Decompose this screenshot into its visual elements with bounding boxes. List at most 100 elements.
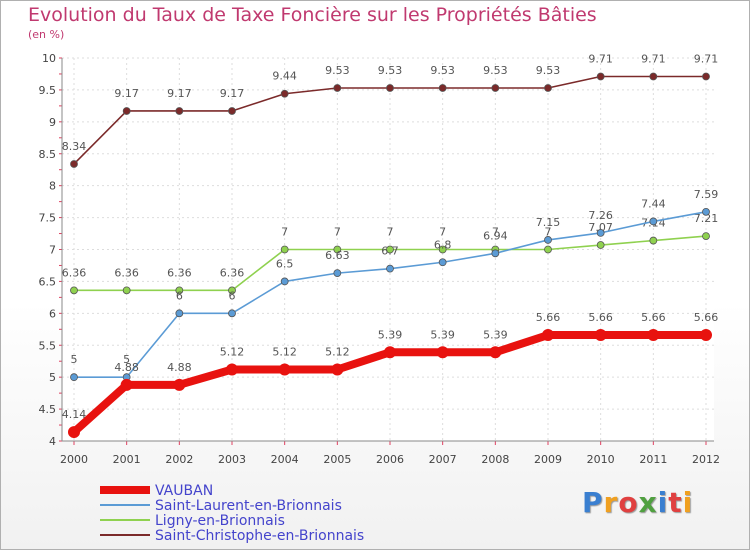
data-point xyxy=(331,363,344,376)
logo-letter: i xyxy=(657,486,669,519)
x-tick-label: 2000 xyxy=(60,453,88,466)
data-point xyxy=(226,363,238,376)
data-point xyxy=(438,84,447,92)
data-label: 9.44 xyxy=(272,70,297,83)
data-point xyxy=(384,346,396,359)
data-point xyxy=(333,84,342,92)
data-point xyxy=(489,346,502,359)
legend-label: Saint-Christophe-en-Brionnais xyxy=(155,528,364,544)
data-point xyxy=(228,286,236,295)
x-tick-label: 2009 xyxy=(534,453,562,466)
data-point xyxy=(175,107,184,115)
data-point xyxy=(702,207,710,216)
data-label: 7 xyxy=(334,226,341,239)
y-tick-label: 4.5 xyxy=(39,403,57,416)
data-label: 7 xyxy=(387,226,394,239)
data-label: 7.26 xyxy=(588,209,613,222)
data-label: 9.71 xyxy=(694,53,719,66)
y-tick-label: 5.5 xyxy=(39,339,57,352)
data-label: 6.36 xyxy=(167,266,192,279)
data-point xyxy=(544,245,552,254)
data-label: 5.12 xyxy=(272,346,297,359)
data-label: 5.39 xyxy=(430,328,455,341)
data-label: 9.53 xyxy=(325,64,350,77)
x-tick-label: 2006 xyxy=(376,453,404,466)
data-point xyxy=(542,329,554,342)
data-point xyxy=(596,241,605,249)
data-point xyxy=(594,329,607,342)
data-point xyxy=(333,245,342,254)
logo-letter: o xyxy=(618,486,639,519)
y-tick-label: 6.5 xyxy=(39,275,57,288)
data-label: 6 xyxy=(229,289,236,302)
data-label: 6.63 xyxy=(325,249,350,262)
x-tick-label: 2004 xyxy=(271,453,299,466)
data-label: 9.17 xyxy=(114,87,139,100)
data-label: 6.8 xyxy=(434,238,452,251)
data-label: 7.59 xyxy=(694,188,719,201)
data-label: 7.44 xyxy=(641,197,666,210)
logo-letter: i xyxy=(682,486,694,519)
data-label: 9.53 xyxy=(536,64,561,77)
data-point xyxy=(122,107,131,115)
data-label: 6.7 xyxy=(381,245,399,258)
data-point xyxy=(70,373,78,382)
logo-letter: t xyxy=(668,486,683,519)
x-tick-label: 2005 xyxy=(323,453,351,466)
data-label: 7 xyxy=(439,226,446,239)
legend-label: Saint-Laurent-en-Brionnais xyxy=(155,498,342,514)
data-point xyxy=(438,245,447,254)
data-point xyxy=(70,160,78,168)
y-tick-label: 4 xyxy=(49,435,56,448)
data-label: 6.94 xyxy=(483,229,508,242)
data-label: 9.53 xyxy=(378,64,403,77)
data-label: 6.5 xyxy=(276,257,294,270)
data-point xyxy=(386,264,394,273)
data-label: 9.17 xyxy=(220,87,245,100)
legend-label: Ligny-en-Brionnais xyxy=(155,513,285,529)
data-point xyxy=(544,84,552,92)
data-point xyxy=(649,72,658,81)
x-tick-label: 2001 xyxy=(113,453,141,466)
legend-label: VAUBAN xyxy=(155,483,213,499)
data-point xyxy=(122,286,131,295)
data-point xyxy=(68,426,80,439)
data-point xyxy=(491,249,500,258)
data-point xyxy=(120,378,133,391)
x-tick-label: 2007 xyxy=(429,453,457,466)
data-point xyxy=(491,84,500,92)
data-point xyxy=(649,217,658,226)
data-label: 8.34 xyxy=(62,140,87,153)
data-point xyxy=(280,277,289,286)
x-tick-label: 2012 xyxy=(692,453,720,466)
data-point xyxy=(702,72,710,81)
data-label: 7 xyxy=(492,226,499,239)
y-tick-label: 7.5 xyxy=(39,212,57,225)
data-point xyxy=(438,258,447,267)
unit-label: (en %) xyxy=(28,28,65,41)
chart-title: Evolution du Taux de Taxe Foncière sur l… xyxy=(28,4,597,26)
data-label: 7.21 xyxy=(694,212,719,225)
data-point xyxy=(702,232,710,240)
data-label: 9.53 xyxy=(483,64,508,77)
data-point xyxy=(228,309,236,318)
logo-letter: P xyxy=(582,486,604,519)
data-point xyxy=(280,89,289,98)
data-point xyxy=(333,269,342,278)
data-label: 9.53 xyxy=(430,64,455,77)
data-point xyxy=(228,107,236,115)
data-label: 9.71 xyxy=(641,53,666,66)
data-label: 7 xyxy=(281,226,288,239)
y-tick-label: 7 xyxy=(49,244,56,257)
x-tick-label: 2008 xyxy=(481,453,509,466)
x-tick-label: 2003 xyxy=(218,453,246,466)
data-point xyxy=(436,346,449,359)
data-label: 5.12 xyxy=(325,346,350,359)
data-point xyxy=(700,329,712,342)
data-label: 5.66 xyxy=(588,311,613,324)
y-tick-label: 5 xyxy=(49,371,56,384)
data-point xyxy=(386,84,394,92)
y-tick-label: 8 xyxy=(49,180,56,193)
data-label: 5.66 xyxy=(694,311,719,324)
data-point xyxy=(649,236,658,245)
